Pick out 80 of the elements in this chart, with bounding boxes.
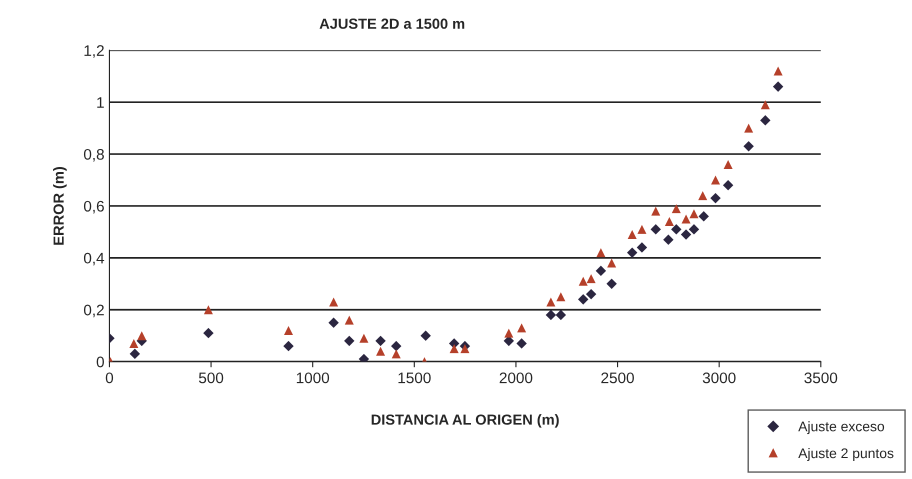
point [556, 292, 566, 302]
point [760, 115, 771, 126]
point [596, 266, 606, 276]
point [359, 334, 368, 343]
legend-label: Ajuste exceso [798, 421, 884, 434]
point [698, 191, 708, 200]
point [420, 330, 431, 341]
point [774, 66, 783, 76]
point [586, 274, 596, 284]
point [650, 224, 661, 235]
y-tick-label: 0,2 [84, 304, 104, 318]
point [450, 344, 459, 354]
point [329, 297, 338, 306]
point [460, 344, 470, 354]
x-tick-label: 3500 [804, 372, 838, 384]
chart-title: AJUSTE 2D a 1500 m [320, 18, 464, 29]
point [724, 160, 733, 169]
point [772, 81, 784, 92]
x-tick-label: 2000 [500, 372, 532, 384]
x-axis-title: DISTANCIA AL ORIGEN (m) [372, 414, 559, 428]
legend-label: Ajuste 2 puntos [798, 448, 894, 461]
point [129, 338, 138, 348]
point [671, 224, 682, 235]
point [606, 278, 617, 290]
point [760, 100, 770, 110]
point [204, 305, 213, 314]
point [516, 338, 527, 349]
point [637, 224, 646, 234]
point [556, 310, 566, 320]
point [328, 318, 339, 328]
point [680, 229, 692, 240]
point [682, 214, 691, 224]
y-tick-label: 0,4 [84, 252, 104, 266]
point [344, 336, 354, 346]
y-tick-label: 0,6 [84, 200, 104, 214]
point [578, 276, 588, 286]
point [743, 141, 754, 152]
point [710, 192, 721, 204]
point [672, 204, 681, 214]
point [636, 242, 648, 253]
point [664, 217, 674, 226]
y-axis-title: ERROR (m) [53, 166, 67, 245]
x-tick-label: 1000 [296, 372, 330, 384]
point [626, 247, 638, 258]
point [344, 316, 354, 325]
x-tick-label: 2500 [601, 372, 634, 384]
point [546, 297, 556, 306]
point [586, 288, 596, 300]
point [744, 124, 754, 133]
x-tick-label: 500 [198, 372, 224, 384]
point [663, 234, 674, 245]
point [376, 346, 386, 356]
point [689, 209, 698, 218]
point [651, 206, 660, 216]
point [284, 326, 293, 336]
point [698, 211, 709, 222]
point [375, 336, 386, 346]
point [283, 340, 294, 352]
x-tick-label: 3000 [702, 372, 736, 384]
y-tick-label: 0 [96, 356, 104, 368]
point [688, 224, 700, 235]
point [517, 323, 526, 332]
x-tick-label: 1500 [398, 372, 431, 384]
point [137, 331, 146, 340]
point [504, 328, 514, 338]
point [391, 340, 402, 352]
point [596, 248, 606, 258]
y-tick-label: 0,8 [84, 148, 104, 162]
point [546, 310, 556, 320]
x-tick-label: 0 [106, 372, 114, 384]
point [578, 294, 588, 305]
point [628, 230, 637, 240]
point [203, 328, 214, 338]
point [130, 348, 140, 360]
point [392, 349, 401, 358]
point [722, 180, 734, 190]
y-tick-label: 1 [97, 97, 104, 108]
point [607, 258, 616, 268]
y-tick-label: 1,2 [84, 45, 104, 58]
point [711, 176, 720, 185]
